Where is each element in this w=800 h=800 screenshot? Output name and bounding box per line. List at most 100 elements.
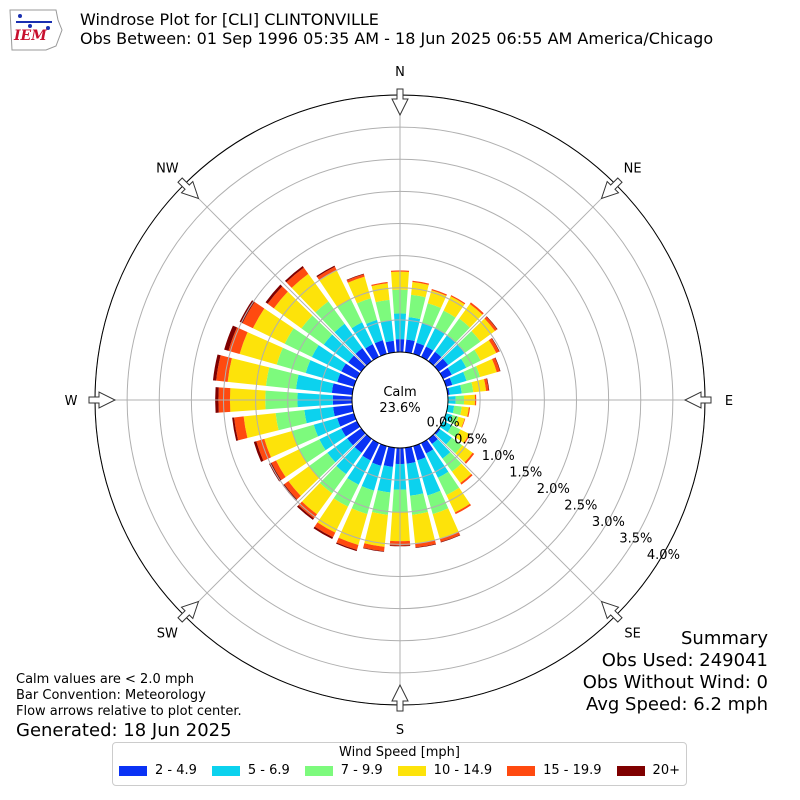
windrose-bar-200-5-6.9 — [361, 462, 382, 491]
windrose-bar-340-20+ — [346, 273, 364, 281]
flow-arrow-SE — [600, 600, 623, 623]
windrose-bar-330-10-14.9 — [319, 270, 351, 307]
windrose-bar-100-5-6.9 — [446, 405, 455, 414]
windrose-bar-190-20+ — [363, 547, 385, 552]
calm-percent: 23.6% — [379, 401, 420, 416]
legend-item-2-4.9: 2 - 4.9 — [119, 763, 197, 778]
compass-label-S: S — [396, 723, 404, 738]
windrose-bar-170-10-14.9 — [412, 512, 435, 544]
windrose-bar-340-7-9.9 — [356, 298, 378, 324]
windrose-bar-30-5-6.9 — [426, 327, 445, 351]
windrose-bar-220-7-9.9 — [319, 465, 347, 494]
windrose-bar-160-10-14.9 — [432, 508, 459, 539]
windrose-bar-130-5-6.9 — [435, 429, 452, 445]
flow-arrow-SW — [177, 600, 200, 623]
windrose-bar-170-20+ — [415, 543, 437, 549]
windrose-bar-210-20+ — [313, 526, 334, 540]
windrose-bar-350-10-14.9 — [371, 283, 390, 303]
windrose-bar-100-10-14.9 — [460, 406, 469, 417]
flow-arrow-shape-W — [88, 391, 117, 409]
radial-tick-label: 2.5% — [564, 498, 597, 513]
flow-arrow-shape-S — [391, 683, 409, 712]
windrose-bar-80-5-6.9 — [448, 384, 462, 395]
windrose-bar-280-7-9.9 — [266, 367, 299, 390]
radial-tick-label: 3.0% — [592, 515, 625, 530]
windrose-bar-190-2-4.9 — [383, 446, 395, 467]
windrose-bar-80-20+ — [486, 378, 490, 391]
legend-swatch — [211, 765, 240, 776]
windrose-bar-30-2-4.9 — [421, 346, 434, 361]
legend-item-15-19.9: 15 - 19.9 — [507, 763, 602, 778]
footnotes: Calm values are < 2.0 mph Bar Convention… — [16, 672, 242, 741]
windrose-bar-130-15-19.9 — [464, 452, 475, 464]
windrose-bar-250-5-6.9 — [313, 418, 341, 437]
windrose-bar-330-15-19.9 — [317, 266, 337, 281]
windrose-bar-40-2-4.9 — [428, 351, 442, 366]
windrose-bar-210-15-19.9 — [314, 522, 336, 538]
windrose-bar-20-15-19.9 — [431, 289, 447, 296]
summary-avg-speed: Avg Speed: 6.2 mph — [586, 694, 768, 715]
windrose-bar-350-15-19.9 — [371, 281, 388, 287]
windrose-bar-150-5-6.9 — [426, 449, 449, 478]
iem-logo: IEM — [6, 6, 66, 52]
compass-label-E: E — [725, 394, 733, 409]
windrose-bar-60-15-19.9 — [488, 338, 500, 354]
windrose-bar-140-15-19.9 — [460, 473, 473, 485]
radial-tick-label: 4.0% — [647, 548, 680, 563]
bar-convention-note: Bar Convention: Meteorology — [16, 688, 206, 703]
windrose-bar-60-2-4.9 — [439, 367, 452, 379]
windrose-bar-230-10-14.9 — [288, 465, 320, 496]
legend-label: 20+ — [652, 763, 680, 778]
windrose-bar-320-7-9.9 — [315, 301, 345, 333]
legend-item-10-14.9: 10 - 14.9 — [397, 763, 492, 778]
calm-note: Calm values are < 2.0 mph — [16, 672, 195, 687]
windrose-bar-240-10-14.9 — [276, 449, 307, 478]
windrose-bar-70-10-14.9 — [476, 359, 497, 378]
legend-label: 15 - 19.9 — [543, 763, 602, 778]
generated-date: Generated: 18 Jun 2025 — [16, 720, 232, 741]
windrose-bar-50-2-4.9 — [434, 358, 449, 372]
windrose-bar-210-10-14.9 — [317, 498, 348, 533]
windrose-bar-70-20+ — [494, 357, 501, 372]
windrose-bar-80-15-19.9 — [483, 378, 489, 391]
windrose-bar-60-20+ — [491, 337, 500, 352]
windrose-bar-300-5-6.9 — [311, 345, 346, 372]
windrose-bar-220-5-6.9 — [336, 447, 362, 475]
windrose-bar-150-7-9.9 — [437, 471, 460, 496]
windrose-bar-300-2-4.9 — [341, 363, 361, 379]
windrose-bar-300-10-14.9 — [252, 308, 294, 344]
legend-swatch — [304, 765, 333, 776]
windrose-bar-350-5-6.9 — [380, 320, 394, 343]
legend-label: 7 - 9.9 — [340, 763, 383, 778]
windrose-bar-130-7-9.9 — [446, 437, 463, 454]
windrose-bar-120-5-6.9 — [439, 421, 452, 433]
windrose-bar-160-7-9.9 — [427, 490, 449, 515]
windrose-bar-190-10-14.9 — [364, 512, 388, 547]
legend-swatch — [616, 765, 645, 776]
windrose-bar-70-15-19.9 — [491, 357, 500, 373]
flow-arrow-shape-NE — [600, 177, 623, 200]
windrose-bar-310-20+ — [265, 284, 283, 304]
legend-item-5-6.9: 5 - 6.9 — [211, 763, 290, 778]
windrose-bar-110-15-19.9 — [461, 418, 466, 428]
windrose-bar-240-5-6.9 — [319, 428, 346, 451]
flow-arrow-shape-SE — [600, 600, 623, 623]
windrose-bar-110-7-9.9 — [449, 415, 459, 425]
windrose-bar-30-7-9.9 — [435, 310, 456, 334]
windrose-bar-160-2-4.9 — [413, 443, 426, 461]
windrose-bar-100-7-9.9 — [452, 405, 462, 416]
flow-arrow-shape-E — [683, 391, 712, 409]
windrose-bar-290-7-9.9 — [276, 347, 311, 373]
windrose-bar-260-2-4.9 — [333, 405, 354, 417]
windrose-bar-140-7-9.9 — [442, 452, 462, 472]
windrose-bar-250-20+ — [253, 441, 264, 462]
windrose-bar-160-5-6.9 — [417, 457, 441, 496]
windrose-bar-130-10-14.9 — [455, 445, 473, 463]
windrose-bar-260-10-14.9 — [243, 413, 279, 439]
windrose-bar-290-20+ — [224, 325, 237, 351]
windrose-bar-100-15-19.9 — [467, 407, 471, 418]
windrose-bar-40-7-9.9 — [447, 318, 470, 343]
windrose-bar-240-2-4.9 — [341, 421, 361, 437]
windrose-bar-50-20+ — [486, 316, 498, 330]
windrose-bar-40-15-19.9 — [469, 302, 484, 315]
